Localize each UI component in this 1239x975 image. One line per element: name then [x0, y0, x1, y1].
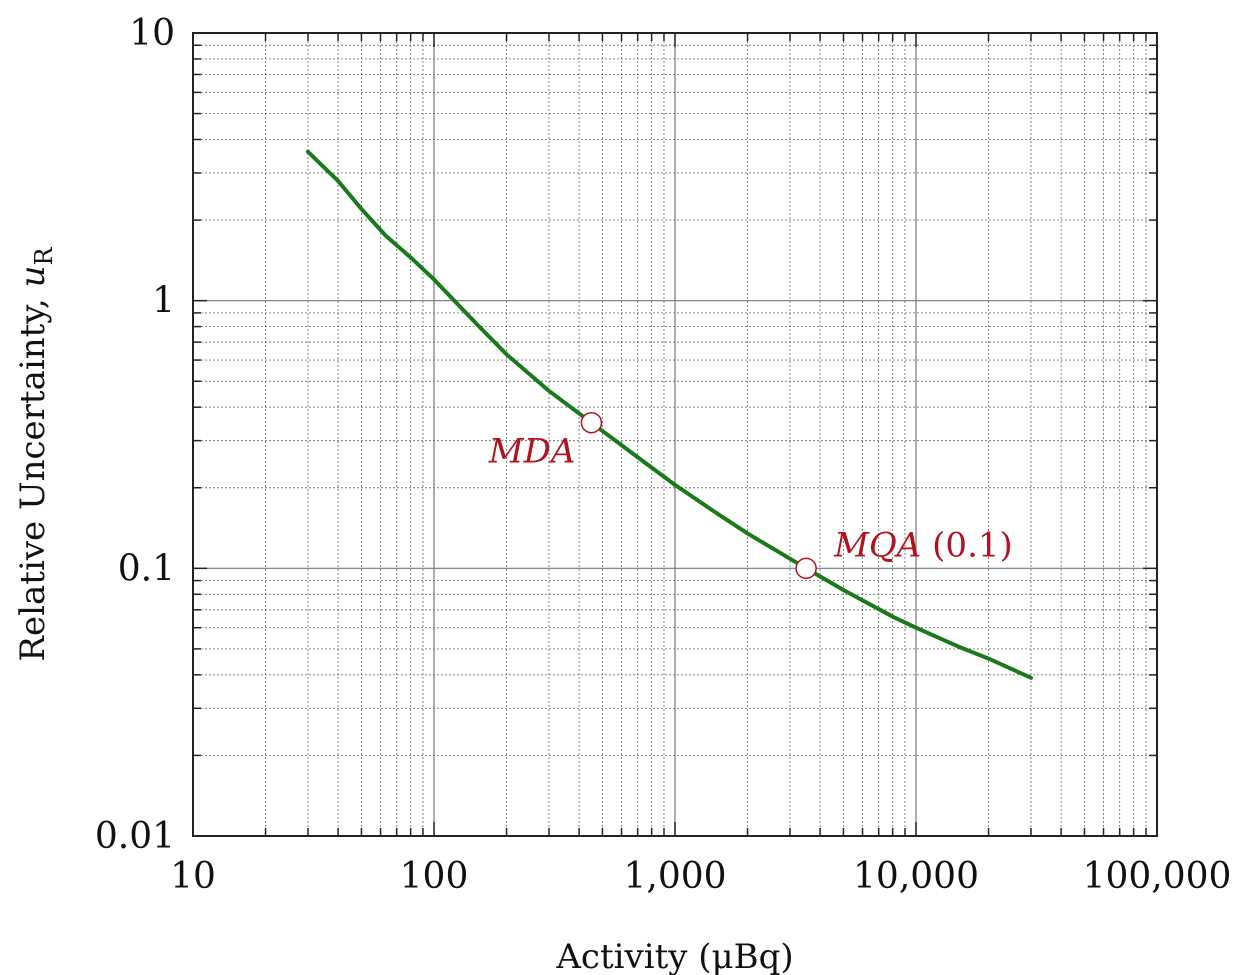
y-axis-title-subscript: R: [30, 246, 58, 265]
y-tick-label: 10: [129, 13, 175, 54]
annotation-label-italic: MDA: [488, 432, 576, 472]
y-axis-title: Relative Uncertainty, uR: [13, 246, 58, 661]
annotation-points: MDA MQA (0.1): [488, 411, 1013, 580]
series-line: [305, 149, 1033, 680]
x-tick-label: 100,000: [1083, 856, 1232, 897]
annotation-label: MQA (0.1): [833, 525, 1013, 565]
annotation-label-italic: MQA: [833, 525, 921, 565]
y-tick-label: 0.01: [95, 816, 175, 857]
x-tick-label: 10: [170, 856, 216, 897]
annotation-marker: [795, 557, 817, 580]
annotation-label-rest: (0.1): [921, 525, 1012, 565]
x-tick-label: 10,000: [853, 856, 979, 897]
axis-ticks: [192, 33, 1157, 837]
annotation-marker: [580, 411, 603, 434]
annotation-label: MDA: [488, 432, 576, 472]
y-tick-labels: 0.01 0.1 1 10: [95, 13, 175, 857]
x-tick-labels: 10 100 1,000 10,000 100,000: [170, 856, 1231, 897]
y-tick-label: 1: [152, 281, 175, 322]
y-tick-label: 0.1: [118, 548, 175, 589]
y-axis-title-variable: u: [13, 265, 53, 287]
x-axis-title: Activity (μBq): [555, 937, 793, 975]
x-tick-label: 100: [400, 856, 469, 897]
x-tick-label: 1,000: [623, 856, 726, 897]
major-grid: [193, 33, 1157, 836]
y-axis-title-main: Relative Uncertainty,: [13, 287, 53, 661]
